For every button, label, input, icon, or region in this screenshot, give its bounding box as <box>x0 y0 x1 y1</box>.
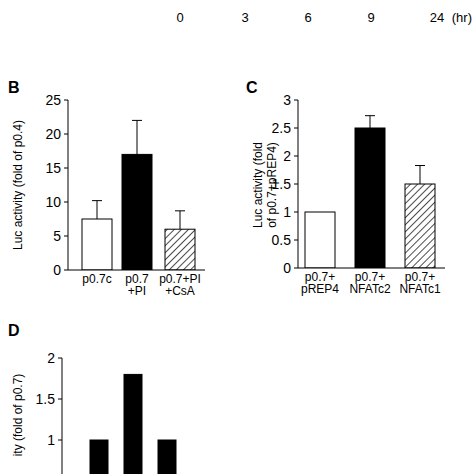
x-tick-label: p0.7+PI <box>125 272 149 298</box>
y-tick-label: 5 <box>53 228 61 244</box>
y-tick <box>58 440 62 441</box>
y-tick-label: 1.5 <box>36 391 56 407</box>
error-bar <box>415 166 425 184</box>
y-tick <box>58 399 62 400</box>
bar <box>165 229 195 270</box>
error-stem <box>420 166 421 184</box>
x-tick-label: p0.7+NFATc1 <box>399 270 440 296</box>
y-tick <box>64 168 68 169</box>
time-label: 6 <box>304 10 311 25</box>
y-tick <box>58 358 62 359</box>
error-stem <box>137 120 138 154</box>
y-tick-label: 1 <box>283 204 291 220</box>
panel-label: B <box>8 79 20 96</box>
y-tick-label: 20 <box>45 126 61 142</box>
y-tick-label: 2 <box>283 148 291 164</box>
bars <box>90 374 176 474</box>
bar <box>82 219 112 270</box>
y-axis-label: Luc activity (fold of p0.4) <box>11 120 25 250</box>
y-tick <box>294 212 298 213</box>
y-tick-label: 3 <box>283 92 291 108</box>
y-tick-label: 1.5 <box>272 176 292 192</box>
figure: 0 3 6 9 24 (hr) B Luc activity (fold of p0.4) 0 5… <box>0 0 474 474</box>
bar <box>405 184 435 268</box>
panel-label: C <box>246 79 258 96</box>
bars <box>305 116 435 268</box>
y-tick-label: 25 <box>45 92 61 108</box>
bar <box>305 212 335 268</box>
y-tick <box>294 156 298 157</box>
x-tick-label: p0.7c <box>82 272 111 286</box>
y-tick <box>64 134 68 135</box>
y-axis <box>68 100 69 270</box>
error-bar <box>132 120 142 154</box>
y-tick-label: 0 <box>53 262 61 278</box>
y-tick <box>64 100 68 101</box>
time-label: 0 <box>176 10 183 25</box>
error-cap <box>175 210 185 211</box>
error-cap <box>132 120 142 121</box>
x-tick-label: p0.7+pREP4 <box>301 270 339 296</box>
y-tick <box>294 128 298 129</box>
y-tick-label: 2.5 <box>272 120 292 136</box>
time-label: 9 <box>367 10 374 25</box>
y-tick-label: 0.5 <box>272 232 292 248</box>
error-bar <box>92 201 102 219</box>
bar <box>122 154 152 270</box>
x-axis <box>68 270 205 271</box>
x-tick-label: p0.7+NFATc2 <box>349 270 390 296</box>
y-tick-label: 10 <box>45 194 61 210</box>
x-tick-label: p0.7+PI+CsA <box>159 272 201 298</box>
y-tick <box>64 202 68 203</box>
error-bar <box>365 116 375 128</box>
y-tick <box>294 240 298 241</box>
error-stem <box>97 201 98 219</box>
bar <box>124 374 142 474</box>
y-tick <box>294 268 298 269</box>
y-tick <box>64 236 68 237</box>
y-tick-label: 0 <box>283 260 291 276</box>
y-tick-label: 2 <box>47 350 55 366</box>
error-stem <box>180 211 181 229</box>
y-tick <box>294 100 298 101</box>
error-cap <box>92 200 102 201</box>
y-tick <box>294 184 298 185</box>
y-tick-label: 15 <box>45 160 61 176</box>
y-axis-label: ity (fold of p0.7) <box>11 374 25 457</box>
error-cap <box>365 115 375 116</box>
error-stem <box>370 116 371 128</box>
y-label-group: ity (fold of p0.7) <box>11 374 25 457</box>
bar <box>158 440 176 474</box>
panel-label: D <box>8 322 20 339</box>
y-tick-label: 1 <box>47 432 55 448</box>
bars <box>82 120 195 270</box>
axis-label: (hr) <box>452 10 472 25</box>
error-bar <box>175 211 185 229</box>
error-cap <box>415 165 425 166</box>
time-label: 3 <box>241 10 248 25</box>
bar <box>90 440 108 474</box>
y-label-group: Luc activity (fold of p0.4) <box>11 120 25 250</box>
x-axis <box>298 268 445 269</box>
y-tick <box>64 270 68 271</box>
time-label: 24 <box>430 10 444 25</box>
bar <box>355 128 385 268</box>
y-axis <box>62 358 63 474</box>
